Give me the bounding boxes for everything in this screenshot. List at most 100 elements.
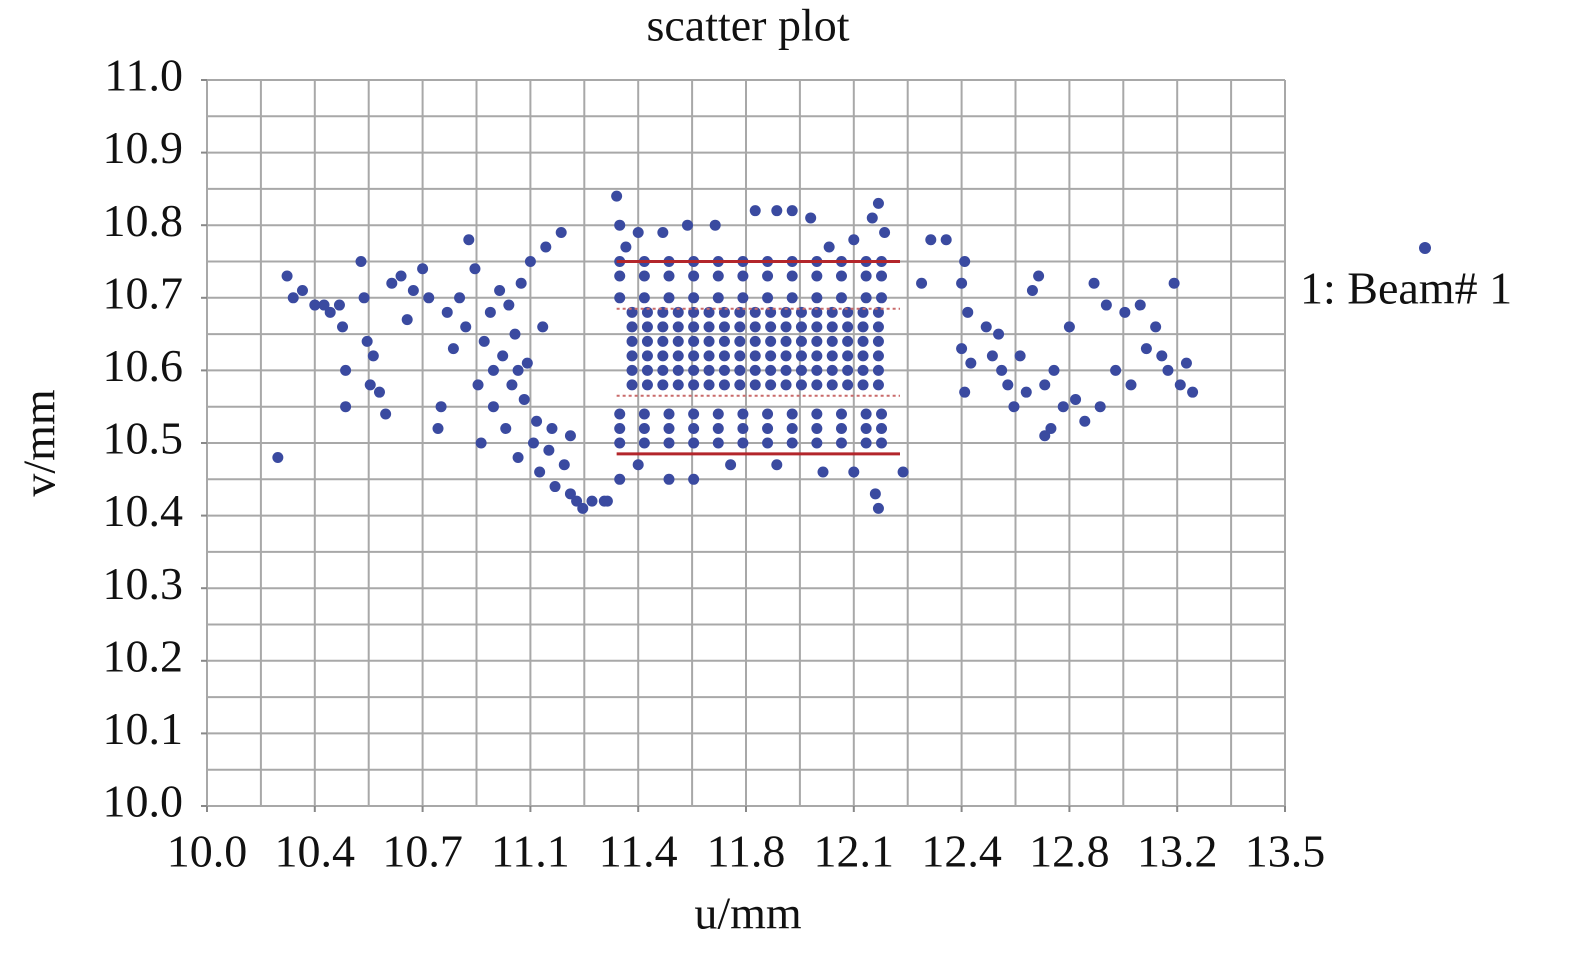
point — [1008, 401, 1020, 413]
point — [872, 335, 884, 347]
point — [872, 379, 884, 391]
point — [780, 379, 792, 391]
point — [811, 422, 823, 434]
point — [765, 335, 777, 347]
point — [869, 488, 881, 500]
x-tick-label: 10.0 — [167, 826, 248, 877]
point — [657, 379, 669, 391]
point — [842, 321, 854, 333]
point — [657, 350, 669, 362]
point — [524, 256, 536, 267]
point — [811, 321, 823, 333]
point — [672, 350, 684, 362]
point — [749, 364, 761, 376]
point — [737, 437, 749, 449]
point — [762, 422, 774, 434]
point — [835, 270, 847, 282]
point — [1180, 357, 1192, 369]
point — [786, 437, 798, 449]
point — [540, 241, 552, 253]
point — [712, 270, 724, 282]
point — [626, 321, 638, 333]
point — [786, 292, 798, 304]
point — [324, 306, 336, 318]
point — [857, 379, 869, 391]
point — [734, 335, 746, 347]
point — [786, 422, 798, 434]
point — [1140, 343, 1152, 355]
point — [333, 299, 345, 311]
point — [534, 466, 546, 478]
point — [795, 350, 807, 362]
point — [749, 306, 761, 318]
x-tick-label: 10.7 — [382, 826, 463, 877]
point — [657, 321, 669, 333]
point — [614, 437, 626, 449]
point — [811, 306, 823, 318]
point — [916, 277, 928, 289]
point — [688, 335, 700, 347]
point — [340, 401, 352, 413]
point — [1162, 364, 1174, 376]
point — [860, 270, 872, 282]
point — [500, 422, 512, 434]
point — [1156, 350, 1168, 362]
point — [672, 306, 684, 318]
point — [762, 270, 774, 282]
point — [703, 364, 715, 376]
point — [718, 321, 730, 333]
point — [718, 379, 730, 391]
point — [872, 502, 884, 514]
legend-marker — [1419, 242, 1431, 254]
point — [1100, 299, 1112, 311]
point — [897, 466, 909, 478]
point — [1168, 277, 1180, 289]
point — [795, 335, 807, 347]
point — [688, 473, 700, 485]
point — [626, 335, 638, 347]
point — [1110, 364, 1122, 376]
point — [361, 335, 373, 347]
point — [614, 219, 626, 231]
point — [703, 306, 715, 318]
point — [826, 379, 838, 391]
point — [749, 379, 761, 391]
point — [762, 408, 774, 420]
point — [771, 459, 783, 471]
point — [463, 234, 475, 246]
point — [577, 502, 589, 514]
point — [494, 285, 506, 297]
y-tick-label: 10.4 — [103, 485, 184, 536]
point — [423, 292, 435, 304]
point — [487, 401, 499, 413]
point — [718, 364, 730, 376]
point — [826, 321, 838, 333]
point — [626, 350, 638, 362]
point — [657, 335, 669, 347]
point — [287, 292, 299, 304]
x-tick-label: 12.1 — [814, 826, 895, 877]
point — [925, 234, 937, 246]
point — [1026, 285, 1038, 297]
y-tick-label: 10.0 — [103, 776, 184, 827]
point — [734, 379, 746, 391]
point — [876, 270, 888, 282]
point — [1079, 415, 1091, 427]
point — [765, 321, 777, 333]
point — [441, 306, 453, 318]
point — [786, 205, 798, 217]
point — [811, 292, 823, 304]
x-tick-label: 13.5 — [1245, 826, 1326, 877]
point — [762, 437, 774, 449]
point — [780, 335, 792, 347]
point — [737, 408, 749, 420]
point — [860, 292, 872, 304]
chart-title: scatter plot — [646, 0, 849, 51]
point — [860, 422, 872, 434]
y-tick-label: 10.8 — [103, 195, 184, 246]
point — [309, 299, 321, 311]
point — [432, 422, 444, 434]
point — [835, 292, 847, 304]
